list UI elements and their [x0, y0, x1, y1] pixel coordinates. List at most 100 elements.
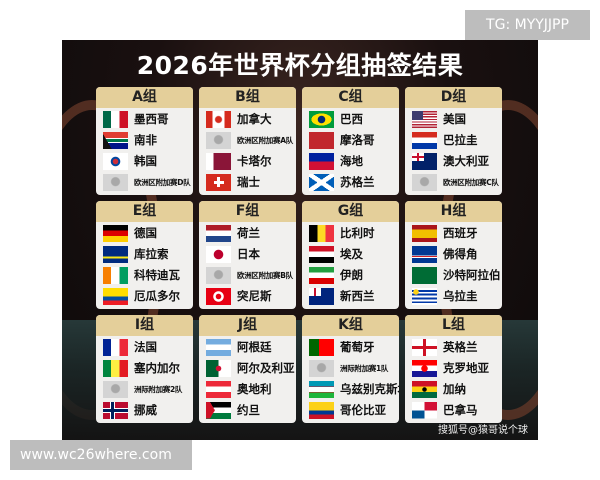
team-name: 乌拉圭	[443, 289, 478, 303]
group-title: C组	[302, 87, 399, 108]
jo-flag-icon	[206, 401, 231, 419]
team-name: 新西兰	[340, 289, 375, 303]
team-row: 欧洲区附加赛A队	[199, 130, 296, 150]
group-card: H组 西班牙 佛得角 沙特阿拉伯 乌拉圭	[405, 201, 502, 309]
team-name: 法国	[134, 340, 157, 354]
team-row: 韩国	[96, 151, 193, 171]
team-row: 欧洲区附加赛B队	[199, 265, 296, 285]
ch-flag-icon	[206, 173, 231, 191]
team-name: 哥伦比亚	[340, 403, 386, 417]
de-flag-icon	[103, 224, 128, 242]
ht-flag-icon	[309, 152, 334, 170]
team-name: 厄瓜多尔	[134, 289, 180, 303]
team-row: 英格兰	[405, 337, 502, 357]
team-name: 巴拿马	[443, 403, 478, 417]
team-row: 佛得角	[405, 244, 502, 264]
team-row: 巴西	[302, 109, 399, 129]
be-flag-icon	[309, 224, 334, 242]
team-row: 葡萄牙	[302, 337, 399, 357]
team-name: 欧洲区附加赛B队	[237, 270, 293, 280]
team-row: 厄瓜多尔	[96, 286, 193, 306]
group-title: A组	[96, 87, 193, 108]
team-name: 埃及	[340, 247, 363, 261]
no-flag-icon	[103, 401, 128, 419]
group-card: B组 加拿大 欧洲区附加赛A队卡塔尔瑞士	[199, 87, 296, 195]
team-name: 欧洲区附加赛C队	[443, 177, 499, 187]
team-name: 巴西	[340, 112, 363, 126]
co-flag-icon	[309, 401, 334, 419]
at-flag-icon	[206, 380, 231, 398]
group-card: E组 德国 库拉索 科特迪瓦 厄瓜多尔	[96, 201, 193, 309]
group-title: L组	[405, 315, 502, 336]
team-row: 伊朗	[302, 265, 399, 285]
team-name: 佛得角	[443, 247, 478, 261]
site-label: www.wc26where.com	[10, 440, 192, 470]
group-card: K组葡萄牙洲际附加赛1队乌兹别克斯坦哥伦比亚	[302, 315, 399, 423]
team-name: 英格兰	[443, 340, 478, 354]
placeholder-flag-icon	[103, 173, 128, 191]
team-name: 阿根廷	[237, 340, 272, 354]
team-row: 瑞士	[199, 172, 296, 192]
team-row: 乌兹别克斯坦	[302, 379, 399, 399]
placeholder-flag-icon	[103, 380, 128, 398]
group-title: D组	[405, 87, 502, 108]
team-row: 摩洛哥	[302, 130, 399, 150]
team-row: 西班牙	[405, 223, 502, 243]
gh-flag-icon	[412, 380, 437, 398]
team-name: 卡塔尔	[237, 154, 272, 168]
team-row: 荷兰	[199, 223, 296, 243]
placeholder-flag-icon	[309, 359, 334, 377]
team-name: 伊朗	[340, 268, 363, 282]
group-card: C组 巴西 摩洛哥 海地 苏格兰	[302, 87, 399, 195]
team-name: 南非	[134, 133, 157, 147]
team-name: 沙特阿拉伯	[443, 268, 501, 282]
fr-flag-icon	[103, 338, 128, 356]
group-card: J组 阿根廷 阿尔及利亚 奥地利 约旦	[199, 315, 296, 423]
group-title: K组	[302, 315, 399, 336]
draw-poster: 2026年世界杯分组抽签结果 A组 墨西哥 南非 韩国 欧洲区附加赛D队 B组 加拿大 欧洲区…	[62, 40, 538, 440]
group-title: E组	[96, 201, 193, 222]
team-name: 比利时	[340, 226, 375, 240]
placeholder-flag-icon	[206, 266, 231, 284]
team-row: 哥伦比亚	[302, 400, 399, 420]
pa-flag-icon	[412, 401, 437, 419]
team-row: 沙特阿拉伯	[405, 265, 502, 285]
team-name: 荷兰	[237, 226, 260, 240]
team-row: 约旦	[199, 400, 296, 420]
team-name: 巴拉圭	[443, 133, 478, 147]
placeholder-flag-icon	[412, 173, 437, 191]
pt-flag-icon	[309, 338, 334, 356]
group-card: G组 比利时 埃及 伊朗 新西兰	[302, 201, 399, 309]
team-row: 阿尔及利亚	[199, 358, 296, 378]
team-row: 法国	[96, 337, 193, 357]
team-row: 比利时	[302, 223, 399, 243]
team-row: 阿根廷	[199, 337, 296, 357]
team-row: 塞内加尔	[96, 358, 193, 378]
team-name: 韩国	[134, 154, 157, 168]
team-name: 德国	[134, 226, 157, 240]
uy-flag-icon	[412, 287, 437, 305]
team-row: 巴拿马	[405, 400, 502, 420]
group-card: A组 墨西哥 南非 韩国 欧洲区附加赛D队	[96, 87, 193, 195]
team-name: 澳大利亚	[443, 154, 489, 168]
ar-flag-icon	[206, 338, 231, 356]
group-title: B组	[199, 87, 296, 108]
team-row: 挪威	[96, 400, 193, 420]
en-flag-icon	[412, 338, 437, 356]
group-card: F组 荷兰 日本 欧洲区附加赛B队 突尼斯	[199, 201, 296, 309]
team-row: 加拿大	[199, 109, 296, 129]
tn-flag-icon	[206, 287, 231, 305]
ma-flag-icon	[309, 131, 334, 149]
sc-flag-icon	[309, 173, 334, 191]
ci-flag-icon	[103, 266, 128, 284]
watermark: 搜狐号@猿哥说个球	[438, 425, 528, 436]
us-flag-icon	[412, 110, 437, 128]
team-row: 德国	[96, 223, 193, 243]
team-row: 欧洲区附加赛D队	[96, 172, 193, 192]
au-flag-icon	[412, 152, 437, 170]
group-title: I组	[96, 315, 193, 336]
nl-flag-icon	[206, 224, 231, 242]
ir-flag-icon	[309, 266, 334, 284]
team-name: 日本	[237, 247, 260, 261]
team-row: 日本	[199, 244, 296, 264]
